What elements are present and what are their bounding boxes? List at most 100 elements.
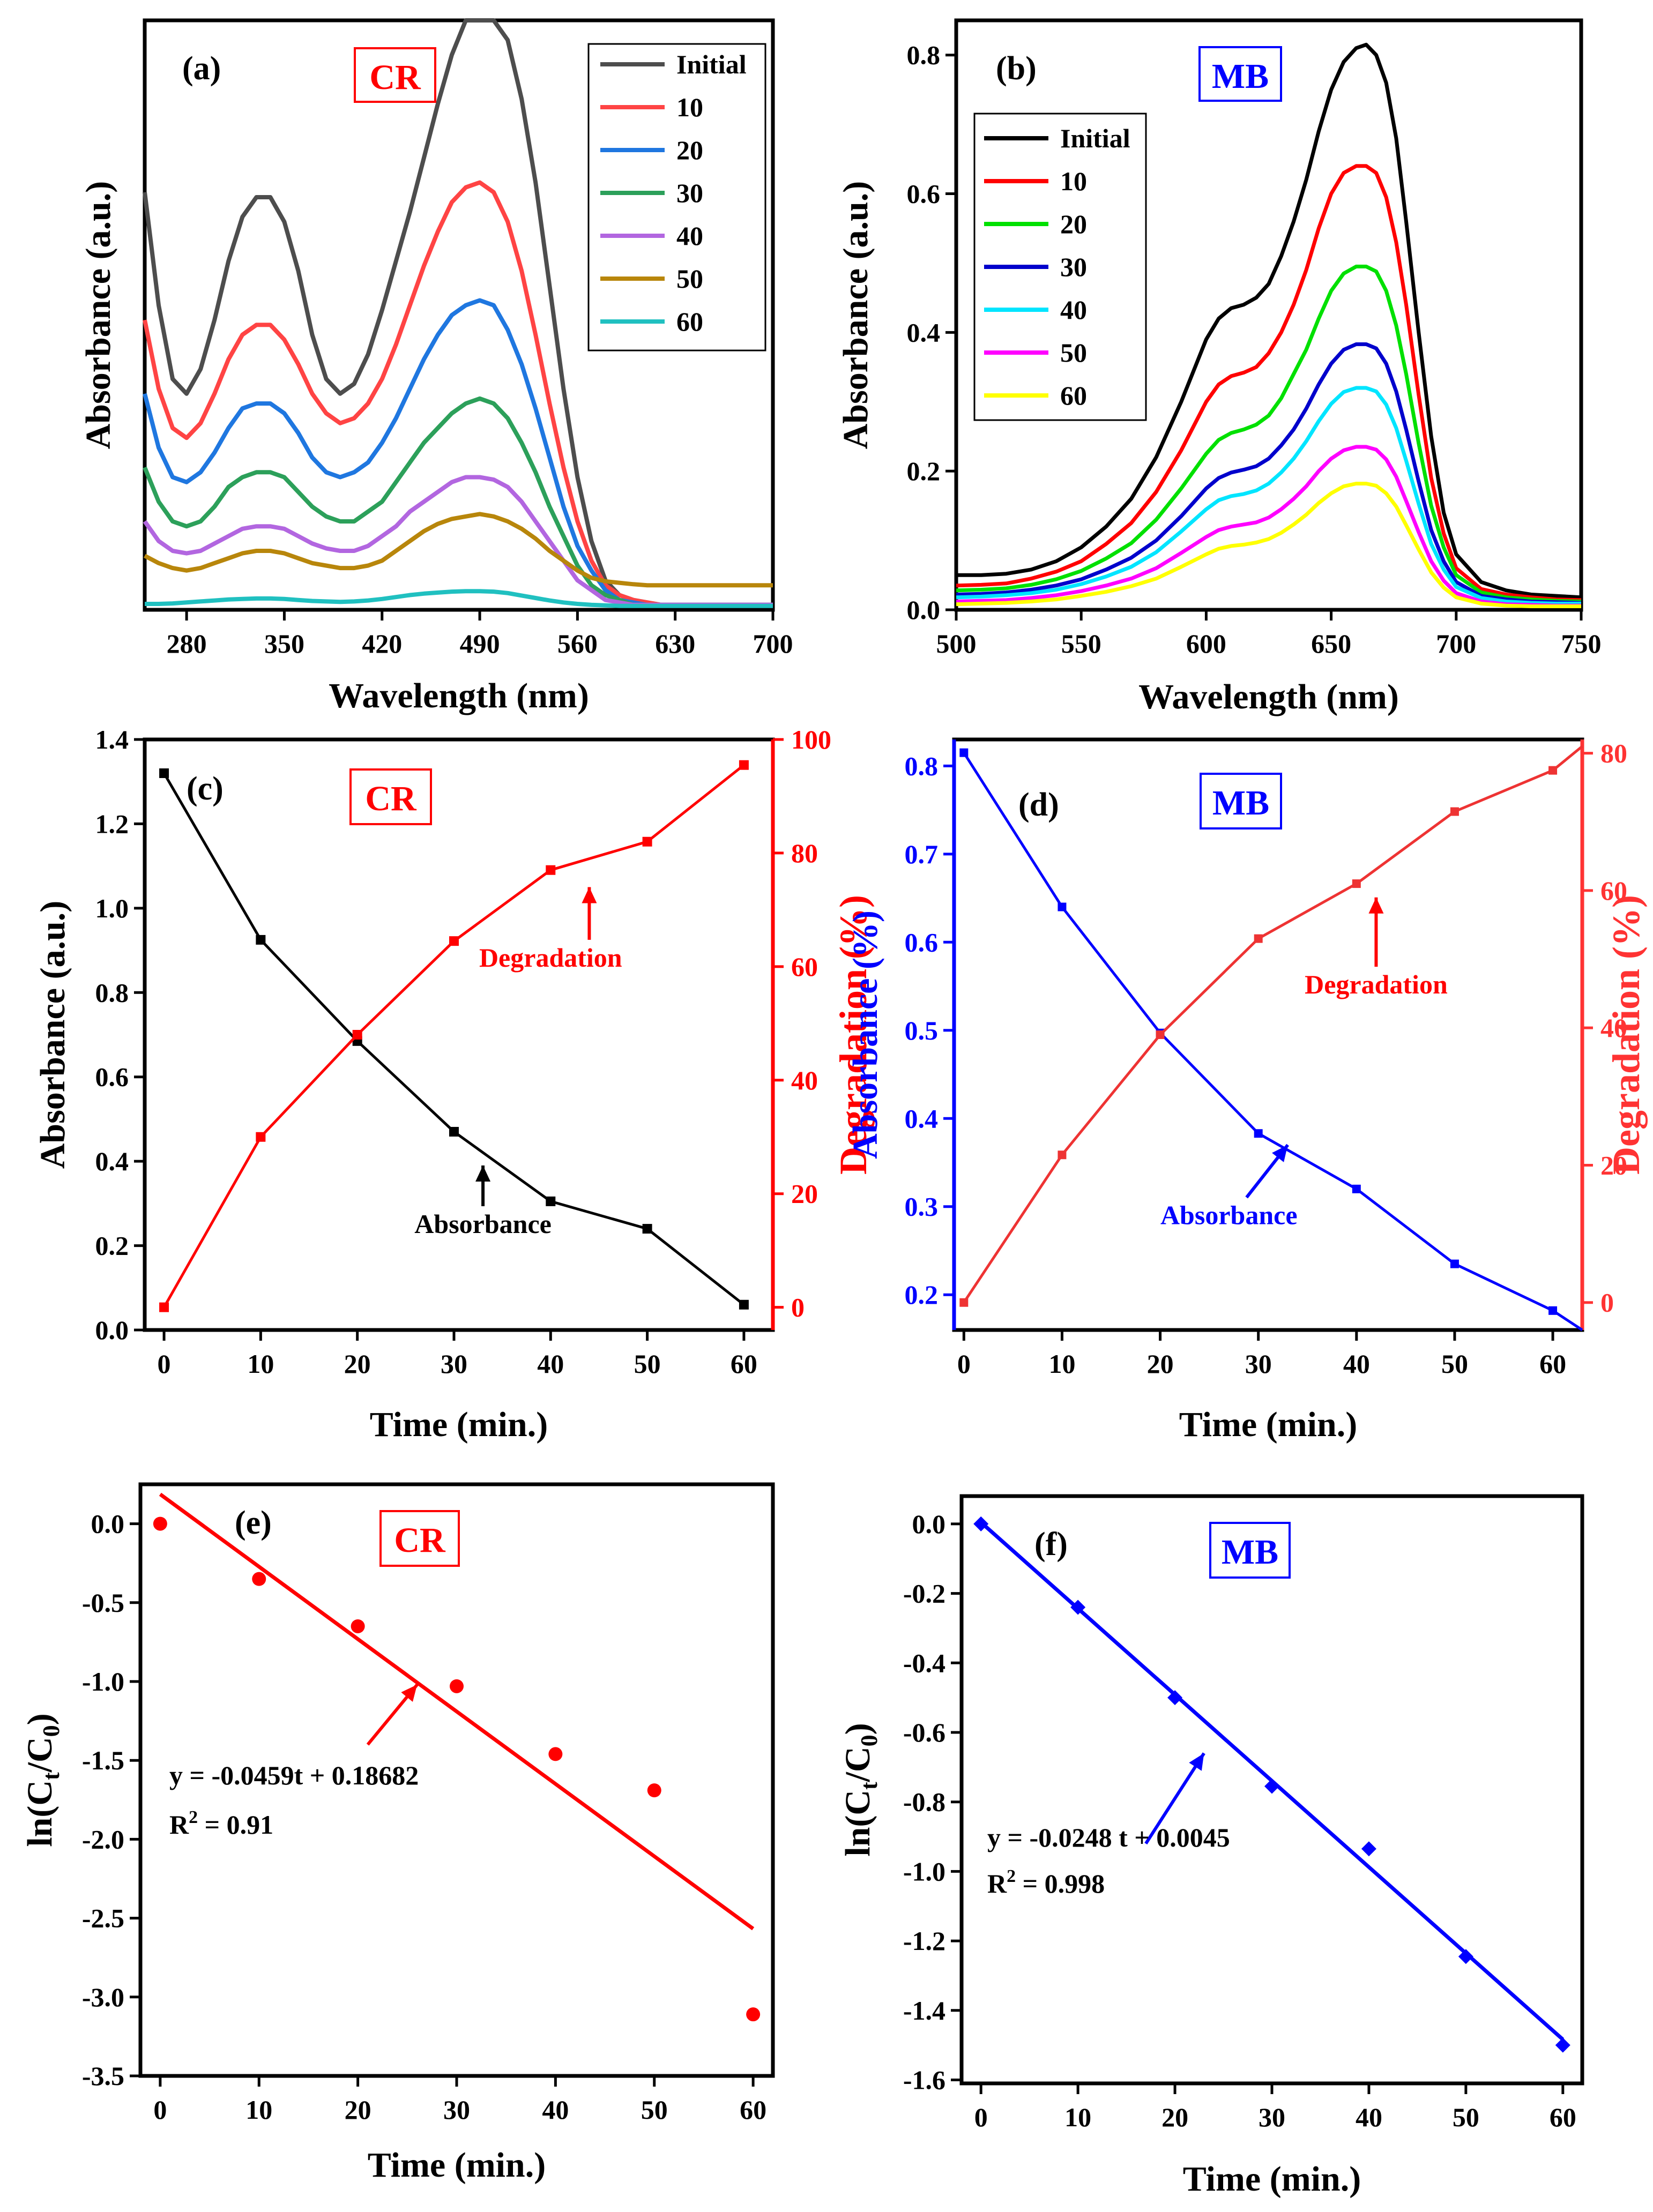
data-point <box>159 768 169 778</box>
legend-label: 40 <box>1060 295 1087 325</box>
annotation-arrow <box>1144 1752 1205 1845</box>
x-axis-label: Time (min.) <box>370 1405 548 1444</box>
panel-label: (c) <box>187 771 224 807</box>
x-axis-label: Wavelength (nm) <box>1138 677 1399 716</box>
data-point <box>1254 1129 1263 1138</box>
y-ticks: 0.0 0.2 0.4 0.6 0.8 1.0 1.2 1.4 <box>95 724 145 1345</box>
ylabel-suffix: ) <box>20 1713 59 1725</box>
x-tick-label: 20 <box>344 1349 371 1379</box>
y-tick-label: -0.8 <box>903 1787 945 1817</box>
ylabel-mid: /C <box>20 1737 59 1773</box>
data-point <box>1264 1778 1279 1794</box>
data-point <box>739 760 749 770</box>
data-point <box>642 1224 652 1234</box>
y-tick-label: 0.0 <box>907 595 941 625</box>
y-axis-label: ln(Ct/C0) <box>20 1713 64 1847</box>
y-tick-label: 0.4 <box>907 317 941 347</box>
ylabel-sub-0: 0 <box>38 1725 64 1737</box>
y2-ticks: 0 20 40 60 80 100 <box>773 724 831 1322</box>
data-point <box>546 1196 556 1206</box>
x-tick-label: 600 <box>1186 629 1226 659</box>
y2-tick-label: 40 <box>1600 1013 1627 1043</box>
x-tick-label: 30 <box>1245 1349 1272 1379</box>
data-point <box>1450 1259 1459 1268</box>
panel-a: 280 350 420 490 560 630 700 (a) CR Initial 10 20… <box>79 18 793 715</box>
data-point <box>450 1679 464 1693</box>
panel-label: (b) <box>996 50 1037 87</box>
x-tick-label: 30 <box>1259 2102 1285 2132</box>
x-ticks: 0 10 20 30 40 50 60 <box>153 2076 766 2125</box>
y-ticks: 0.0 -0.5 -1.0 -1.5 -2.0 -2.5 -3.0 -3.5 <box>82 1509 140 2091</box>
data-point <box>959 1298 969 1307</box>
legend-label: 20 <box>676 135 703 165</box>
x-tick-label: 10 <box>1064 2102 1091 2132</box>
data-point <box>548 1747 563 1761</box>
annotation-arrowhead <box>475 1165 491 1182</box>
x-tick-label: 30 <box>443 2095 470 2125</box>
x-tick-label: 10 <box>247 1349 274 1379</box>
y-tick-label: -3.5 <box>82 2061 124 2091</box>
y-tick-label: 1.4 <box>95 724 129 754</box>
data-point <box>1156 1030 1165 1039</box>
legend-label: 10 <box>676 92 703 122</box>
r2-superscript: 2 <box>189 1807 198 1827</box>
y-tick-label: 0.3 <box>905 1192 939 1222</box>
panel-b: 500 550 600 650 700 750 0.0 0.2 0.4 0.6 0.8 (b) M… <box>836 18 1602 716</box>
data-point <box>1167 1690 1183 1706</box>
data-point <box>1555 2037 1570 2053</box>
data-point <box>153 1516 167 1531</box>
y2-tick-label: 20 <box>791 1179 818 1209</box>
data-point <box>973 1516 989 1531</box>
data-point <box>256 1132 266 1142</box>
series-line-10 <box>143 180 773 607</box>
panel-c: 0 10 20 30 40 50 60 0.0 0.2 0.4 0.6 0.8 1.0 1.2 1.4 0… <box>33 724 875 1444</box>
data-point <box>1548 1306 1558 1315</box>
panel-f: 0 10 20 30 40 50 60 0.0-0.2-0.4-0.6-0.8-1.0-1.… <box>838 1494 1584 2199</box>
panel-label: (e) <box>235 1505 272 1541</box>
legend-label: 30 <box>1060 252 1087 282</box>
x-tick-label: 40 <box>542 2095 569 2125</box>
annotation-arrowhead <box>582 887 597 903</box>
y-tick-label: -1.5 <box>82 1745 124 1775</box>
y-tick-label: 1.0 <box>95 893 129 923</box>
annotation-arrowhead <box>1272 1145 1288 1162</box>
series-layer <box>956 42 1582 608</box>
series-line-50 <box>956 445 1581 608</box>
tag-text: CR <box>369 58 421 97</box>
ylabel-suffix: ) <box>838 1723 877 1735</box>
annotation-arrowhead <box>401 1684 418 1702</box>
data-point <box>1058 902 1067 911</box>
y2-axis-label: Degradation (%) <box>832 895 875 1175</box>
x-tick-label: 10 <box>245 2095 272 2125</box>
x-tick-label: 50 <box>641 2095 668 2125</box>
legend: Initial 10 20 30 40 50 60 <box>600 49 747 337</box>
y-tick-label: 0.8 <box>95 977 129 1007</box>
x-ticks: 0 10 20 30 40 50 60 <box>158 1330 757 1379</box>
data-point <box>352 1030 362 1040</box>
x-tick-label: 50 <box>634 1349 661 1379</box>
y-tick-label: -2.0 <box>82 1824 124 1854</box>
x-tick-label: 20 <box>1161 2102 1188 2132</box>
series-layer <box>143 18 773 608</box>
tag-box <box>379 1510 460 1567</box>
y-tick-label: 1.2 <box>95 809 129 839</box>
r-squared: R2 = 0.91 <box>169 1807 273 1840</box>
data-point <box>546 865 556 875</box>
data-point <box>1352 879 1361 888</box>
y-tick-label: -1.4 <box>903 1996 945 2026</box>
x-tick-label: 0 <box>153 2095 167 2125</box>
data-point <box>1352 1184 1361 1193</box>
y-axis-label: Absorbance (a.u.) <box>79 181 118 450</box>
x-ticks: 500 550 600 650 700 750 <box>936 610 1602 659</box>
series-line-Initial <box>956 42 1582 600</box>
y2-tick-label: 0 <box>1600 1288 1614 1318</box>
r-squared: R2 = 0.998 <box>987 1866 1105 1899</box>
x-tick-label: 490 <box>460 629 500 659</box>
series-layer <box>153 1492 761 2022</box>
y-ticks: 0.0 0.2 0.4 0.6 0.8 <box>907 40 956 625</box>
panel-e: 0 10 20 30 40 50 60 0.0-0.5-1.0-1.5-2.0-2.5-3.… <box>20 1482 775 2185</box>
x-tick-label: 700 <box>753 629 793 659</box>
tag-text: CR <box>394 1521 446 1560</box>
r2-label: R <box>169 1810 189 1840</box>
y-tick-label: -1.0 <box>82 1667 124 1697</box>
